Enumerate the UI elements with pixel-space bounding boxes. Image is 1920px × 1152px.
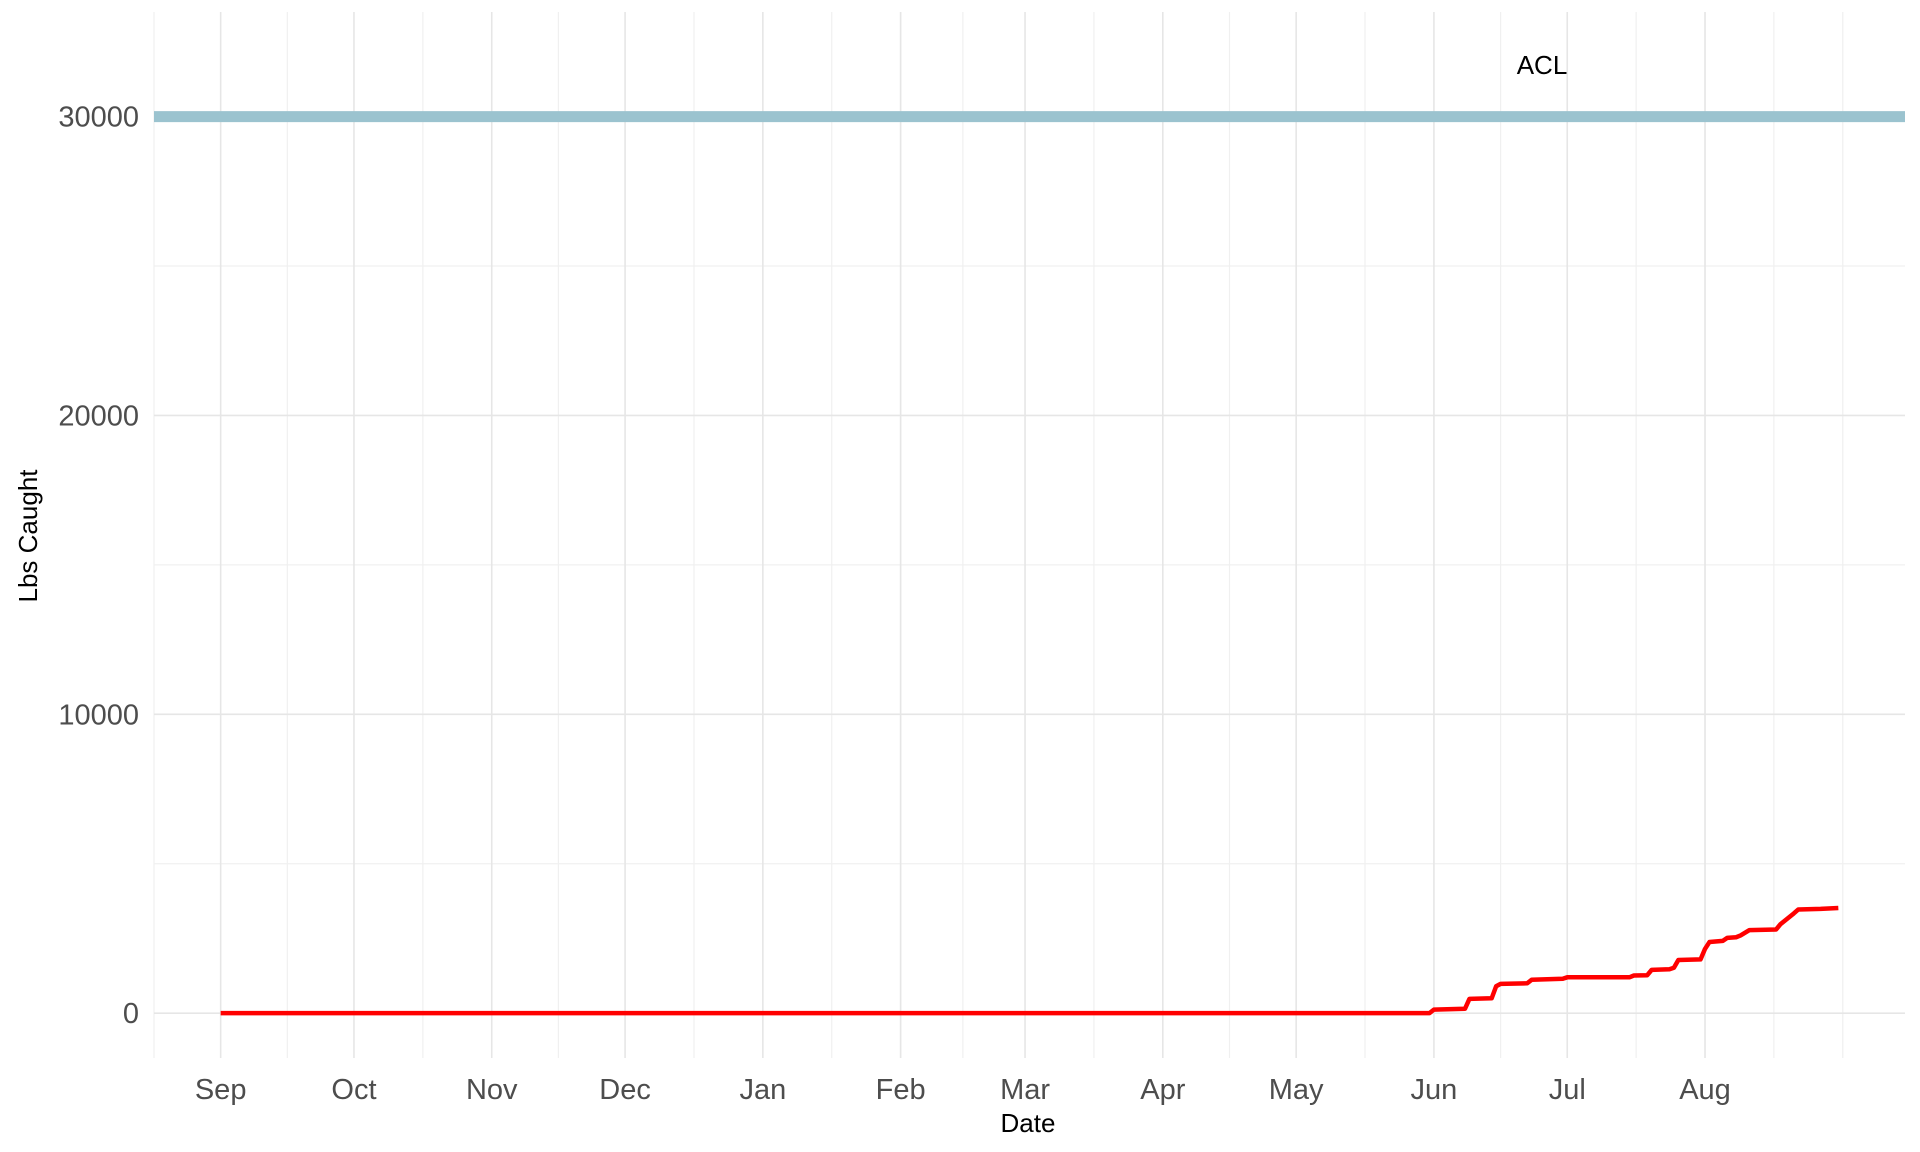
x-tick-label: Nov (466, 1074, 518, 1106)
series-layer (220, 905, 1839, 1016)
y-tick-label: 0 (123, 998, 139, 1030)
x-tick-label: Mar (1000, 1074, 1050, 1106)
x-tick-label: Oct (331, 1074, 376, 1106)
x-tick-label: Aug (1679, 1074, 1731, 1106)
series-line-1 (220, 905, 1839, 1016)
x-tick-label: Jun (1411, 1074, 1458, 1106)
x-tick-label: May (1269, 1074, 1324, 1106)
x-tick-label: Jan (739, 1074, 786, 1106)
x-tick-label: Jul (1549, 1074, 1586, 1106)
x-tick-label: Dec (599, 1074, 651, 1106)
y-tick-label: 10000 (58, 699, 139, 731)
x-tick-label: Apr (1140, 1074, 1185, 1106)
y-axis-title: Lbs Caught (13, 469, 43, 603)
x-tick-label: Feb (876, 1074, 926, 1106)
y-tick-label: 20000 (58, 400, 139, 432)
x-axis-tick-labels: Sep Oct Nov Dec Jan Feb Mar Apr May Jun Jul Aug (195, 1074, 1731, 1106)
x-tick-label: Sep (195, 1074, 247, 1106)
x-axis-title: Date (1001, 1108, 1056, 1138)
y-axis-tick-labels: 0 10000 20000 30000 (58, 102, 139, 1031)
acl-annotation-label: ACL (1517, 50, 1568, 80)
y-tick-label: 30000 (58, 102, 139, 134)
minor-gridlines (153, 12, 1905, 1058)
